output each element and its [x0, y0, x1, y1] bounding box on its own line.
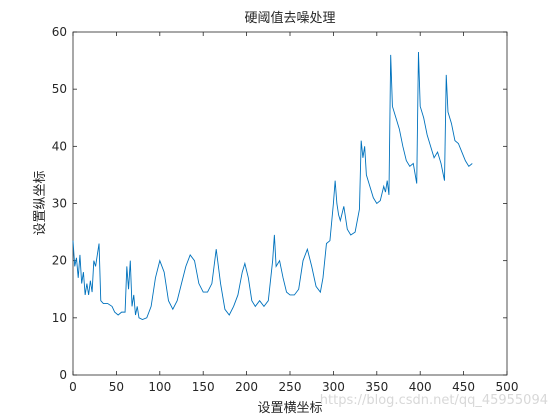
- x-tick-label: 500: [496, 380, 519, 394]
- y-tick-label: 30: [52, 197, 67, 211]
- x-tick-label: 150: [192, 380, 215, 394]
- watermark: https://blog.csdn.net/qq_45955094: [320, 393, 548, 408]
- x-axis-label: 设置横坐标: [257, 401, 322, 416]
- y-tick-label: 20: [52, 254, 67, 268]
- y-tick-label: 60: [52, 25, 67, 39]
- plot-area: [72, 31, 508, 376]
- x-tick-label: 250: [279, 380, 302, 394]
- x-tick-label: 50: [109, 380, 124, 394]
- x-tick-label: 0: [69, 380, 77, 394]
- y-tick-label: 0: [59, 368, 67, 382]
- chart-title: 硬阈值去噪处理: [244, 10, 335, 26]
- x-tick-label: 300: [322, 380, 345, 394]
- y-tick-label: 10: [52, 311, 67, 325]
- x-tick-label: 400: [409, 380, 432, 394]
- y-tick-label: 40: [52, 139, 67, 153]
- x-tick-label: 450: [452, 380, 475, 394]
- y-axis-label: 设置纵坐标: [33, 170, 48, 235]
- y-tick-label: 50: [52, 82, 67, 96]
- data-line: [72, 51, 473, 321]
- x-tick-label: 100: [148, 380, 171, 394]
- x-tick-label: 200: [235, 380, 258, 394]
- x-tick-label: 350: [365, 380, 388, 394]
